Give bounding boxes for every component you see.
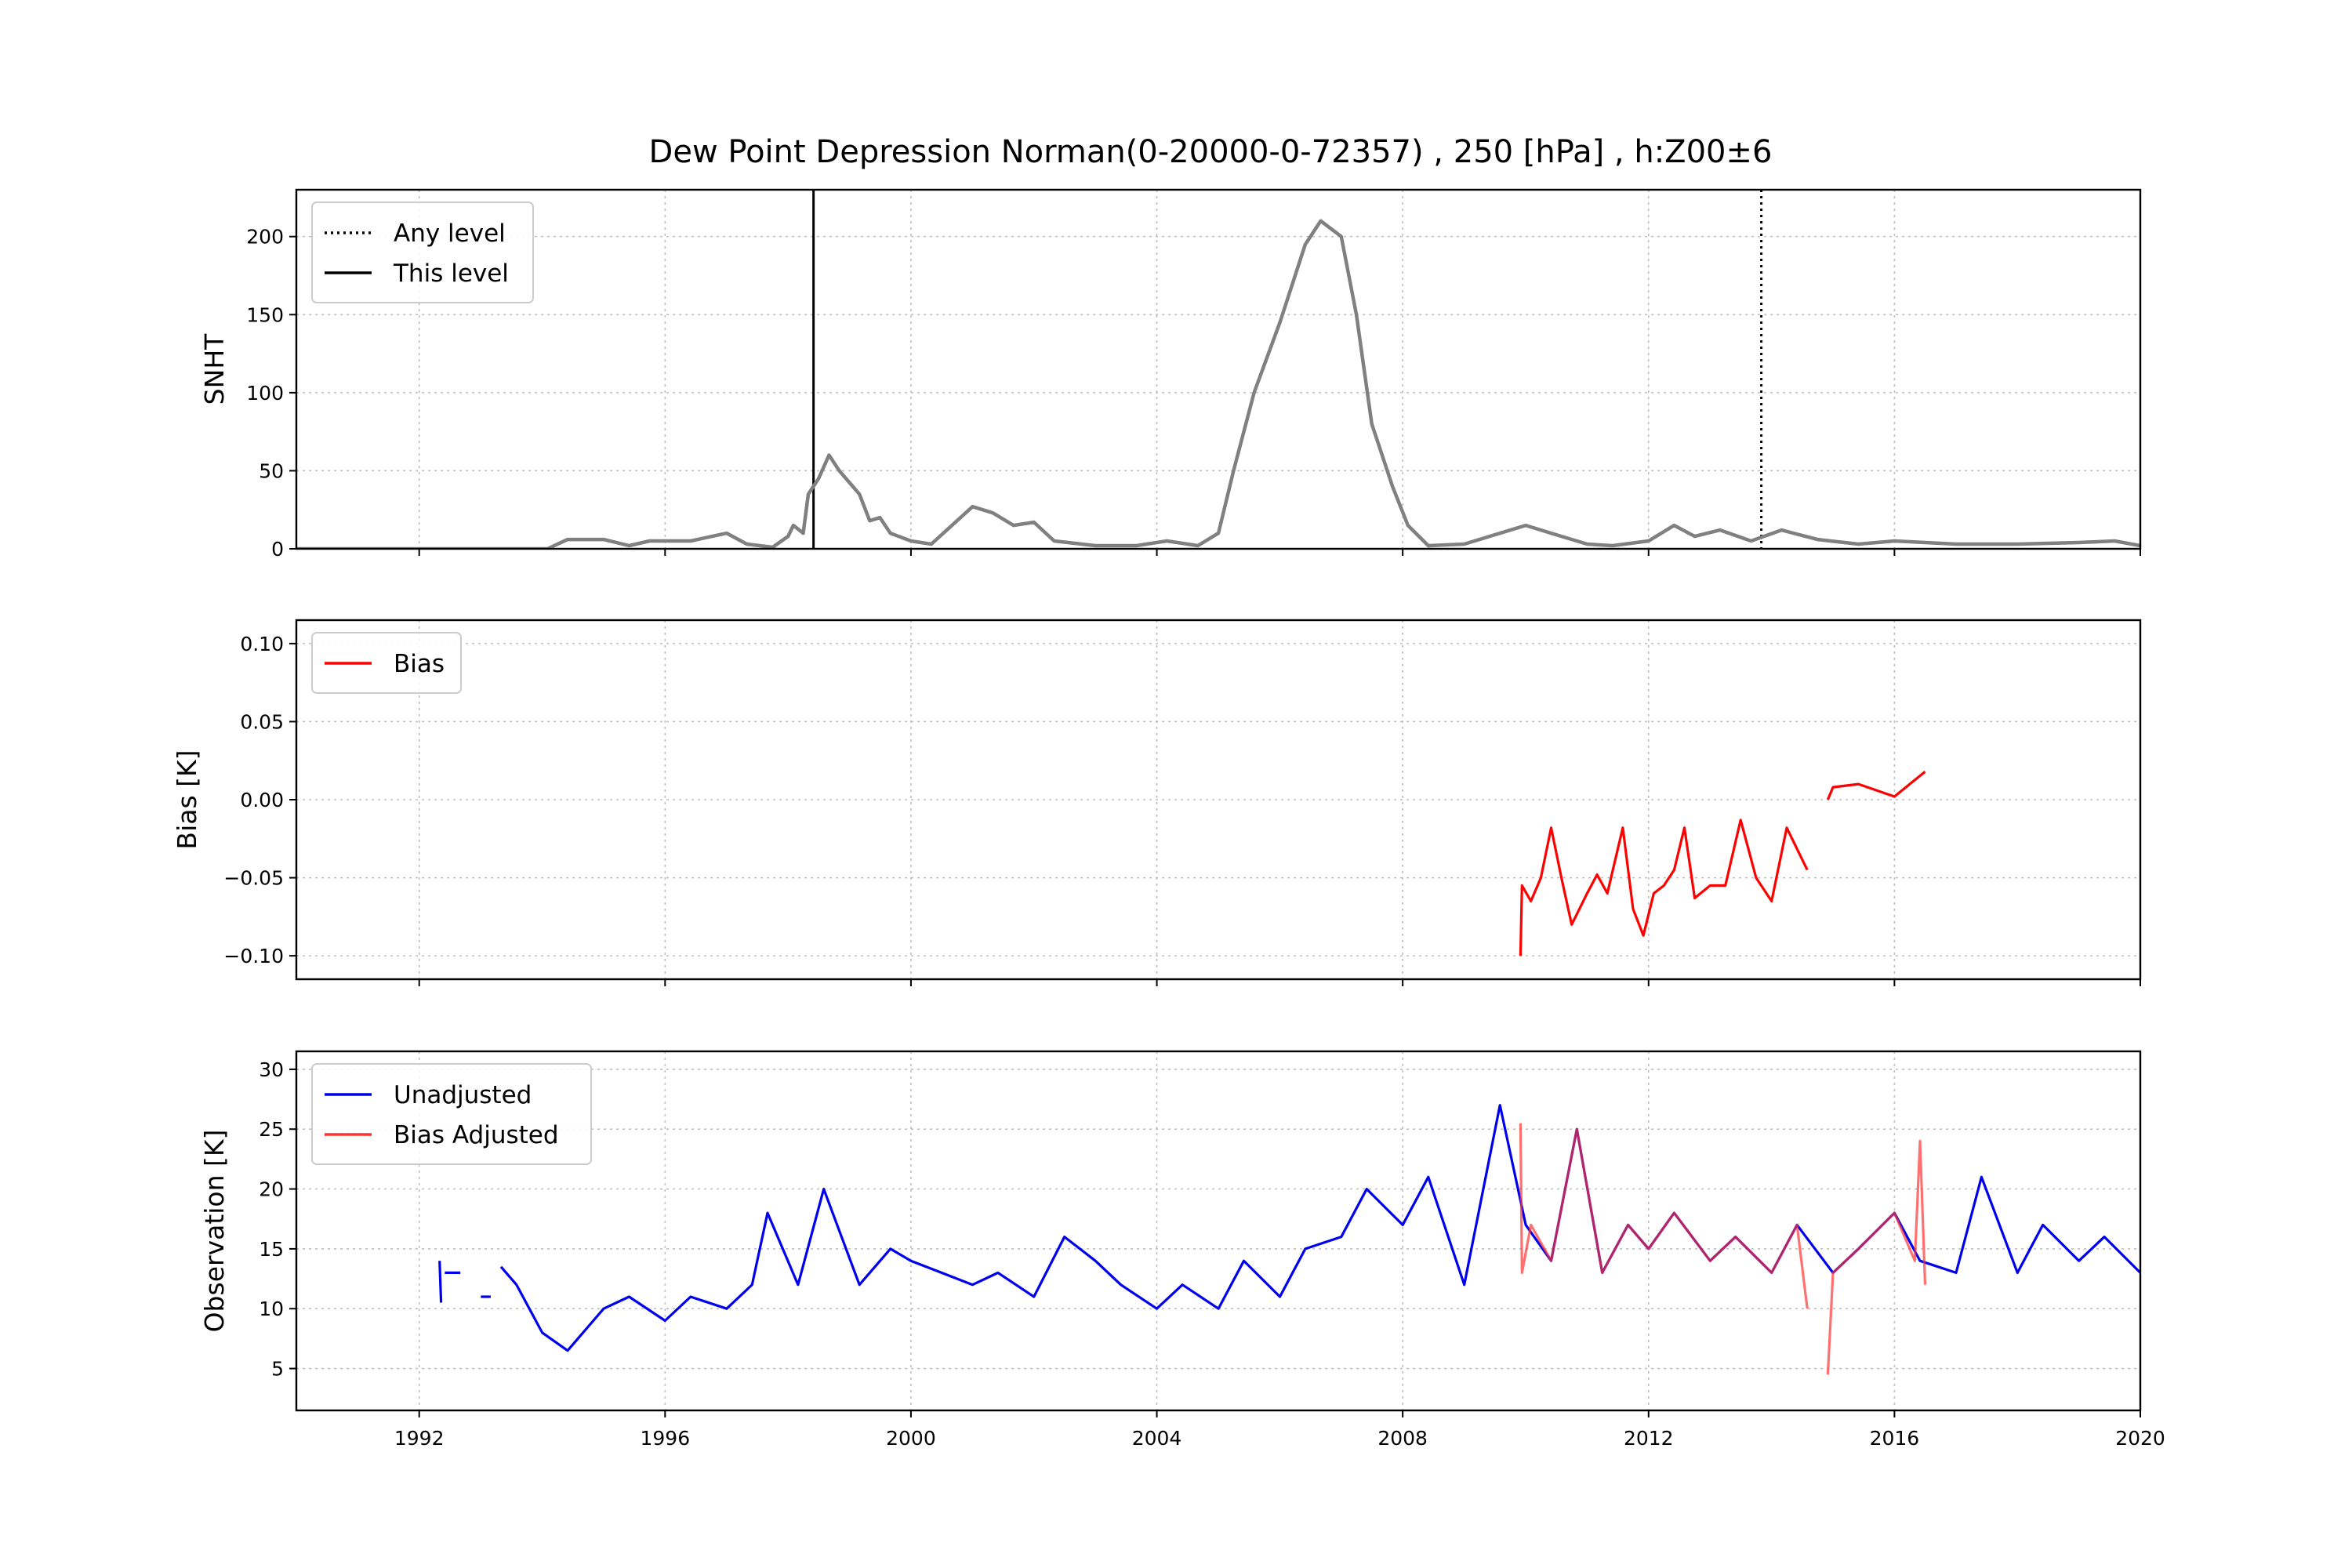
panels: 0 50 100 150 200 SNHT Any level This level −0.10…: [172, 188, 2165, 1450]
y-tick-label: 20: [259, 1178, 284, 1201]
y-tick-label: 100: [246, 382, 284, 405]
x-tick-label: 2016: [1870, 1427, 1920, 1450]
x-tick-label: 2012: [1624, 1427, 1674, 1450]
x-tick-label: 2004: [1132, 1427, 1182, 1450]
y-tick-label: 10: [259, 1298, 284, 1320]
plot-area: [296, 190, 2140, 549]
y-tick-label: 0.05: [240, 710, 284, 733]
y-tick-label: 200: [246, 226, 284, 249]
y-tick-label: 25: [259, 1118, 284, 1141]
legend-label-unadjusted: Unadjusted: [394, 1081, 532, 1109]
y-tick-label: −0.10: [223, 945, 284, 967]
y-tick-label: 15: [259, 1238, 284, 1261]
legend-label-any-level: Any level: [394, 220, 506, 248]
chart-title: Dew Point Depression Norman(0-20000-0-72…: [649, 134, 1773, 170]
bias-line-1: [1519, 818, 1809, 956]
panel-1: 0 50 100 150 200 SNHT Any level This level: [199, 188, 2142, 561]
legend-box: [311, 632, 462, 694]
legend-label-bias-adjusted: Bias Adjusted: [394, 1121, 559, 1149]
plot-frame: [295, 619, 2142, 981]
legend: Bias: [311, 632, 462, 694]
y-tick-label: 0: [271, 538, 284, 561]
legend: Unadjusted Bias Adjusted: [311, 1063, 592, 1165]
x-tick-label: 2020: [2115, 1427, 2165, 1450]
y-axis-label: SNHT: [199, 333, 230, 405]
x-tick-label: 1992: [394, 1427, 445, 1450]
x-tick-label: 2008: [1377, 1427, 1428, 1450]
plot-frame: [295, 1050, 2142, 1412]
plot-area: [438, 1104, 2140, 1375]
legend-label-this-level: This level: [393, 260, 509, 288]
y-tick-label: −0.05: [223, 867, 284, 890]
x-tick-label: 1996: [641, 1427, 691, 1450]
x-tick-label: 2000: [886, 1427, 936, 1450]
plot-area: [1519, 770, 1926, 956]
bias-line-2: [1826, 770, 1926, 800]
series-1-line-1: [296, 219, 2140, 549]
y-tick-label: 50: [259, 459, 284, 482]
bias-adjusted-line-2: [1826, 1139, 1927, 1375]
unadjusted-line-1: [438, 1261, 443, 1303]
y-tick-label: 0.10: [240, 633, 284, 655]
y-tick-label: 5: [271, 1358, 284, 1381]
panel-3: 5 10 15 20 25 30 1992 1996 2000 2004 2008 2012 2016 2…: [199, 1050, 2165, 1450]
legend-box: [311, 1063, 592, 1165]
panel-2: −0.10 −0.05 0.00 0.05 0.10 Bias [K] Bias: [172, 619, 2142, 986]
y-tick-label: 0.00: [240, 789, 284, 811]
legend-box: [311, 201, 534, 303]
bias-adjusted-line-1: [1519, 1123, 1809, 1309]
y-axis-label: Observation [K]: [199, 1130, 230, 1333]
legend-label-bias: Bias: [394, 650, 445, 678]
y-tick-label: 30: [259, 1058, 284, 1081]
legend: Any level This level: [311, 201, 534, 303]
plot-frame: [295, 188, 2142, 550]
y-axis-label: Bias [K]: [172, 750, 202, 849]
y-tick-label: 150: [246, 303, 284, 326]
